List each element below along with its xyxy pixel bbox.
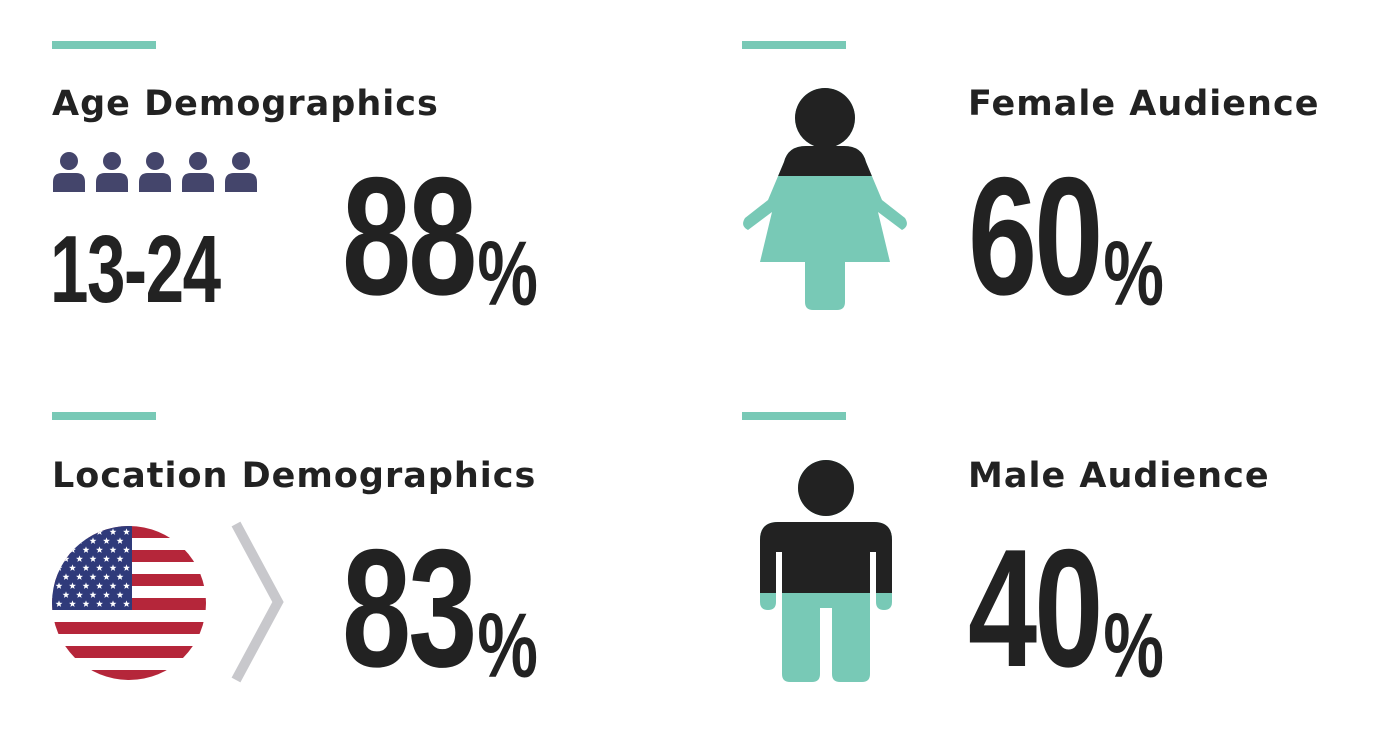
chevron-right-icon	[231, 521, 284, 683]
person-icon	[139, 152, 171, 192]
flag-star	[69, 528, 76, 535]
flag-star	[123, 546, 130, 553]
flag-star	[69, 600, 76, 607]
flag-star	[82, 546, 90, 553]
flag-star	[89, 537, 97, 544]
location-title: Location Demographics	[52, 456, 537, 496]
flag-star	[123, 582, 130, 589]
flag-star	[62, 591, 70, 598]
male-accent-bar	[742, 412, 846, 420]
female-stat: 60%	[968, 152, 1164, 320]
flag-star	[82, 600, 90, 607]
flag-star	[55, 546, 63, 553]
flag-star	[69, 564, 76, 571]
age-stat: 88%	[342, 152, 538, 320]
male-percentage-unit: %	[1103, 595, 1164, 697]
flag-star	[103, 591, 110, 598]
flag-star	[89, 555, 97, 562]
flag-star	[82, 528, 90, 535]
flag-star	[82, 564, 90, 571]
flag-star	[69, 582, 76, 589]
age-percentage-unit: %	[477, 223, 538, 325]
flag-star	[55, 600, 63, 607]
flag-star	[76, 591, 83, 598]
flag-star	[76, 555, 83, 562]
flag-star	[89, 591, 97, 598]
location-stat: 83%	[342, 524, 538, 692]
female-figure-icon	[743, 88, 907, 310]
flag-star	[116, 537, 124, 544]
flag-star	[109, 564, 117, 571]
flag-star	[116, 573, 124, 580]
location-accent-bar	[52, 412, 156, 420]
age-percentage-value: 88	[342, 142, 477, 330]
flag-star	[89, 573, 97, 580]
location-percentage-value: 83	[342, 514, 477, 702]
male-stat: 40%	[968, 524, 1164, 692]
us-flag-icon	[52, 526, 206, 680]
flag-star	[109, 600, 117, 607]
person-icon	[225, 152, 257, 192]
flag-star	[123, 600, 130, 607]
flag-star	[123, 528, 130, 535]
female-percentage-value: 60	[968, 142, 1103, 330]
people-row-icon	[53, 152, 257, 192]
people-icons-group	[53, 152, 257, 192]
flag-star	[96, 564, 103, 571]
flag-star	[96, 600, 103, 607]
female-title: Female Audience	[968, 84, 1320, 124]
flag-star	[103, 537, 110, 544]
flag-star	[116, 555, 124, 562]
flag-star	[116, 591, 124, 598]
male-percentage-value: 40	[968, 514, 1103, 702]
flag-star	[103, 555, 110, 562]
female-empty-area	[743, 88, 907, 176]
flag-star	[109, 528, 117, 535]
flag-star	[82, 582, 90, 589]
flag-star	[123, 564, 130, 571]
person-icon	[96, 152, 128, 192]
flag-star	[109, 582, 117, 589]
age-title: Age Demographics	[52, 84, 439, 124]
flag-star	[109, 546, 117, 553]
flag-star	[76, 573, 83, 580]
female-accent-bar	[742, 41, 846, 49]
male-empty-area	[760, 460, 892, 593]
flag-star	[96, 546, 103, 553]
location-percentage-unit: %	[477, 595, 538, 697]
flag-star	[96, 582, 103, 589]
flag-star	[62, 573, 70, 580]
male-title: Male Audience	[968, 456, 1270, 496]
flag-star	[62, 537, 70, 544]
female-percentage-unit: %	[1103, 223, 1164, 325]
person-icon	[182, 152, 214, 192]
age-range-label: 13-24	[50, 216, 221, 323]
age-accent-bar	[52, 41, 156, 49]
flag-star	[55, 528, 63, 535]
person-icon	[53, 152, 85, 192]
flag-star	[55, 582, 63, 589]
male-figure-icon	[760, 460, 892, 682]
flag-star	[103, 573, 110, 580]
